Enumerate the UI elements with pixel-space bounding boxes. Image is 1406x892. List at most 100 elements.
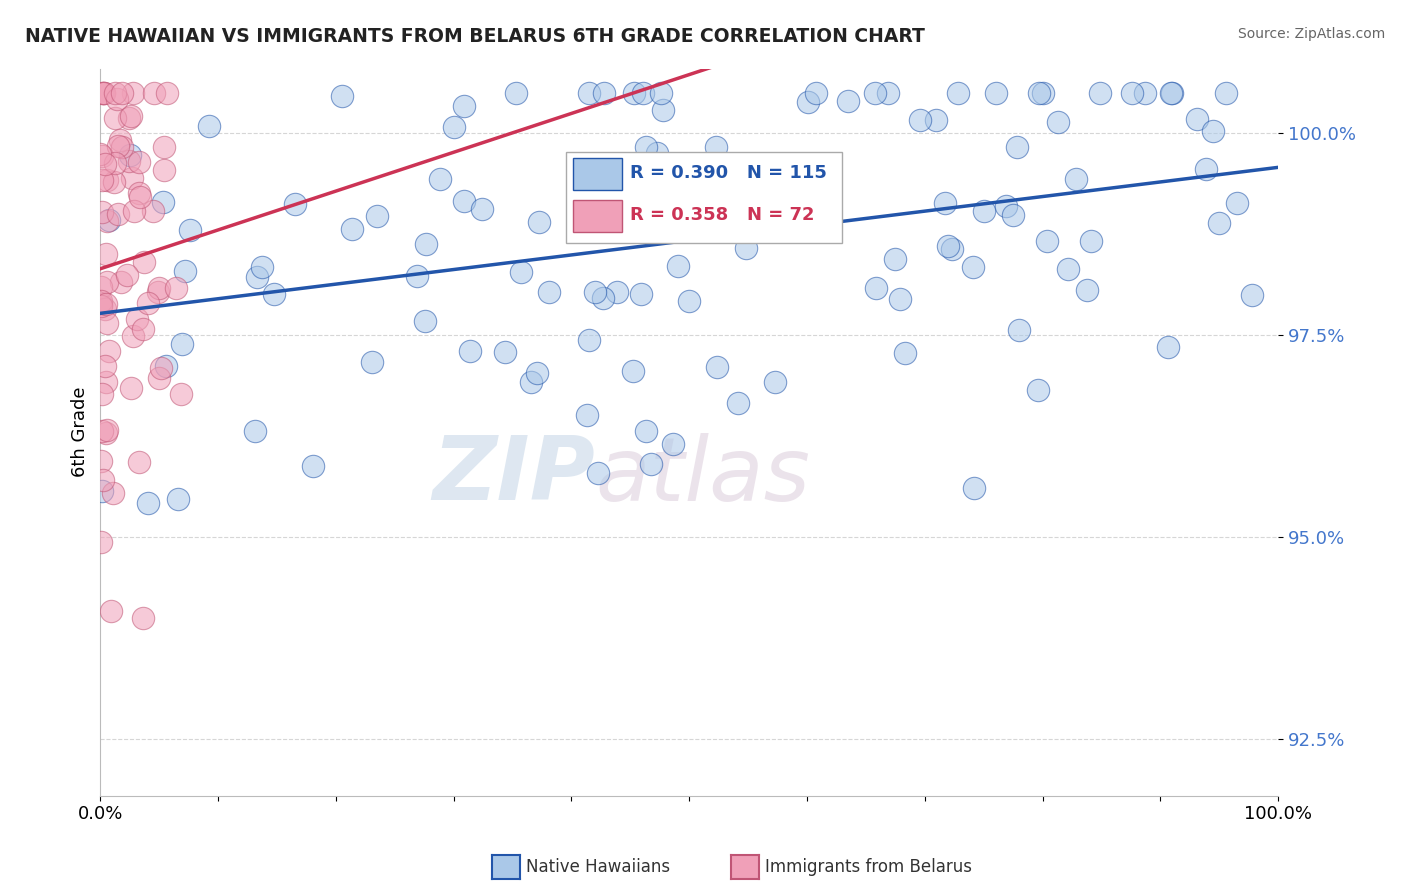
Point [863,86,886,100]
Point [1008,323,1031,337]
Point [121,170,143,185]
Point [1005,140,1028,154]
Point [91,86,114,100]
Point [156,86,179,100]
Point [1226,196,1249,211]
Point [263,287,285,301]
Point [1215,86,1237,100]
Point [1088,86,1111,100]
Point [973,204,995,219]
Text: atlas: atlas [595,433,810,519]
Point [621,363,644,377]
Point [1195,162,1218,177]
Point [941,242,963,256]
Point [704,222,727,236]
Point [132,322,155,336]
Point [128,154,150,169]
Point [122,203,145,218]
Point [763,375,786,389]
Point [91,473,114,487]
Bar [565,153,842,243]
Point [405,269,427,284]
Point [122,86,145,100]
Point [1001,208,1024,222]
Point [727,396,749,410]
Point [666,259,689,273]
Point [593,86,616,100]
Point [103,175,125,189]
Point [107,207,129,221]
Point [104,86,127,100]
Point [100,604,122,618]
Point [1160,86,1182,100]
Point [91,148,114,162]
Point [243,425,266,439]
Point [98,344,121,359]
Point [946,86,969,100]
Point [1080,234,1102,248]
Point [91,205,114,219]
Point [93,86,115,100]
Point [198,120,221,134]
Point [645,145,668,160]
Point [962,260,984,275]
Point [302,459,325,474]
Text: R = 0.358   N = 72: R = 0.358 N = 72 [630,206,815,224]
Point [630,286,652,301]
Point [340,222,363,236]
Point [634,424,657,438]
Point [735,241,758,255]
Point [471,202,494,217]
Point [125,312,148,326]
Point [90,173,112,187]
Point [94,297,117,311]
Point [169,386,191,401]
Point [910,113,932,128]
Point [94,247,117,261]
Point [104,112,127,126]
Point [592,291,614,305]
Point [148,370,170,384]
Point [889,292,911,306]
Point [925,112,948,127]
Y-axis label: 6th Grade: 6th Grade [72,387,89,477]
Point [96,423,118,437]
Point [1160,86,1182,100]
Point [110,275,132,289]
Point [250,260,273,274]
Point [1185,112,1208,126]
Point [94,301,117,316]
Point [142,203,165,218]
Point [1056,262,1078,277]
Point [963,481,986,495]
Point [537,285,560,300]
Point [509,264,531,278]
Point [707,205,730,219]
Point [105,92,128,106]
Point [1157,340,1180,354]
Point [91,86,114,100]
Point [1036,235,1059,249]
Text: Immigrants from Belarus: Immigrants from Belarus [765,858,972,876]
Point [90,454,112,468]
Point [91,387,114,401]
Point [651,103,673,118]
Point [865,281,887,295]
Point [90,535,112,549]
Point [155,359,177,373]
Point [118,111,141,125]
Point [89,146,111,161]
Point [650,86,672,100]
Text: Native Hawaiians: Native Hawaiians [526,858,671,876]
Point [934,196,956,211]
Point [111,140,134,154]
Point [118,147,141,161]
Point [706,359,728,374]
Point [520,376,543,390]
Point [366,209,388,223]
Point [884,252,907,267]
Text: Source: ZipAtlas.com: Source: ZipAtlas.com [1237,27,1385,41]
Point [505,86,527,100]
Point [146,285,169,299]
Point [104,156,127,170]
